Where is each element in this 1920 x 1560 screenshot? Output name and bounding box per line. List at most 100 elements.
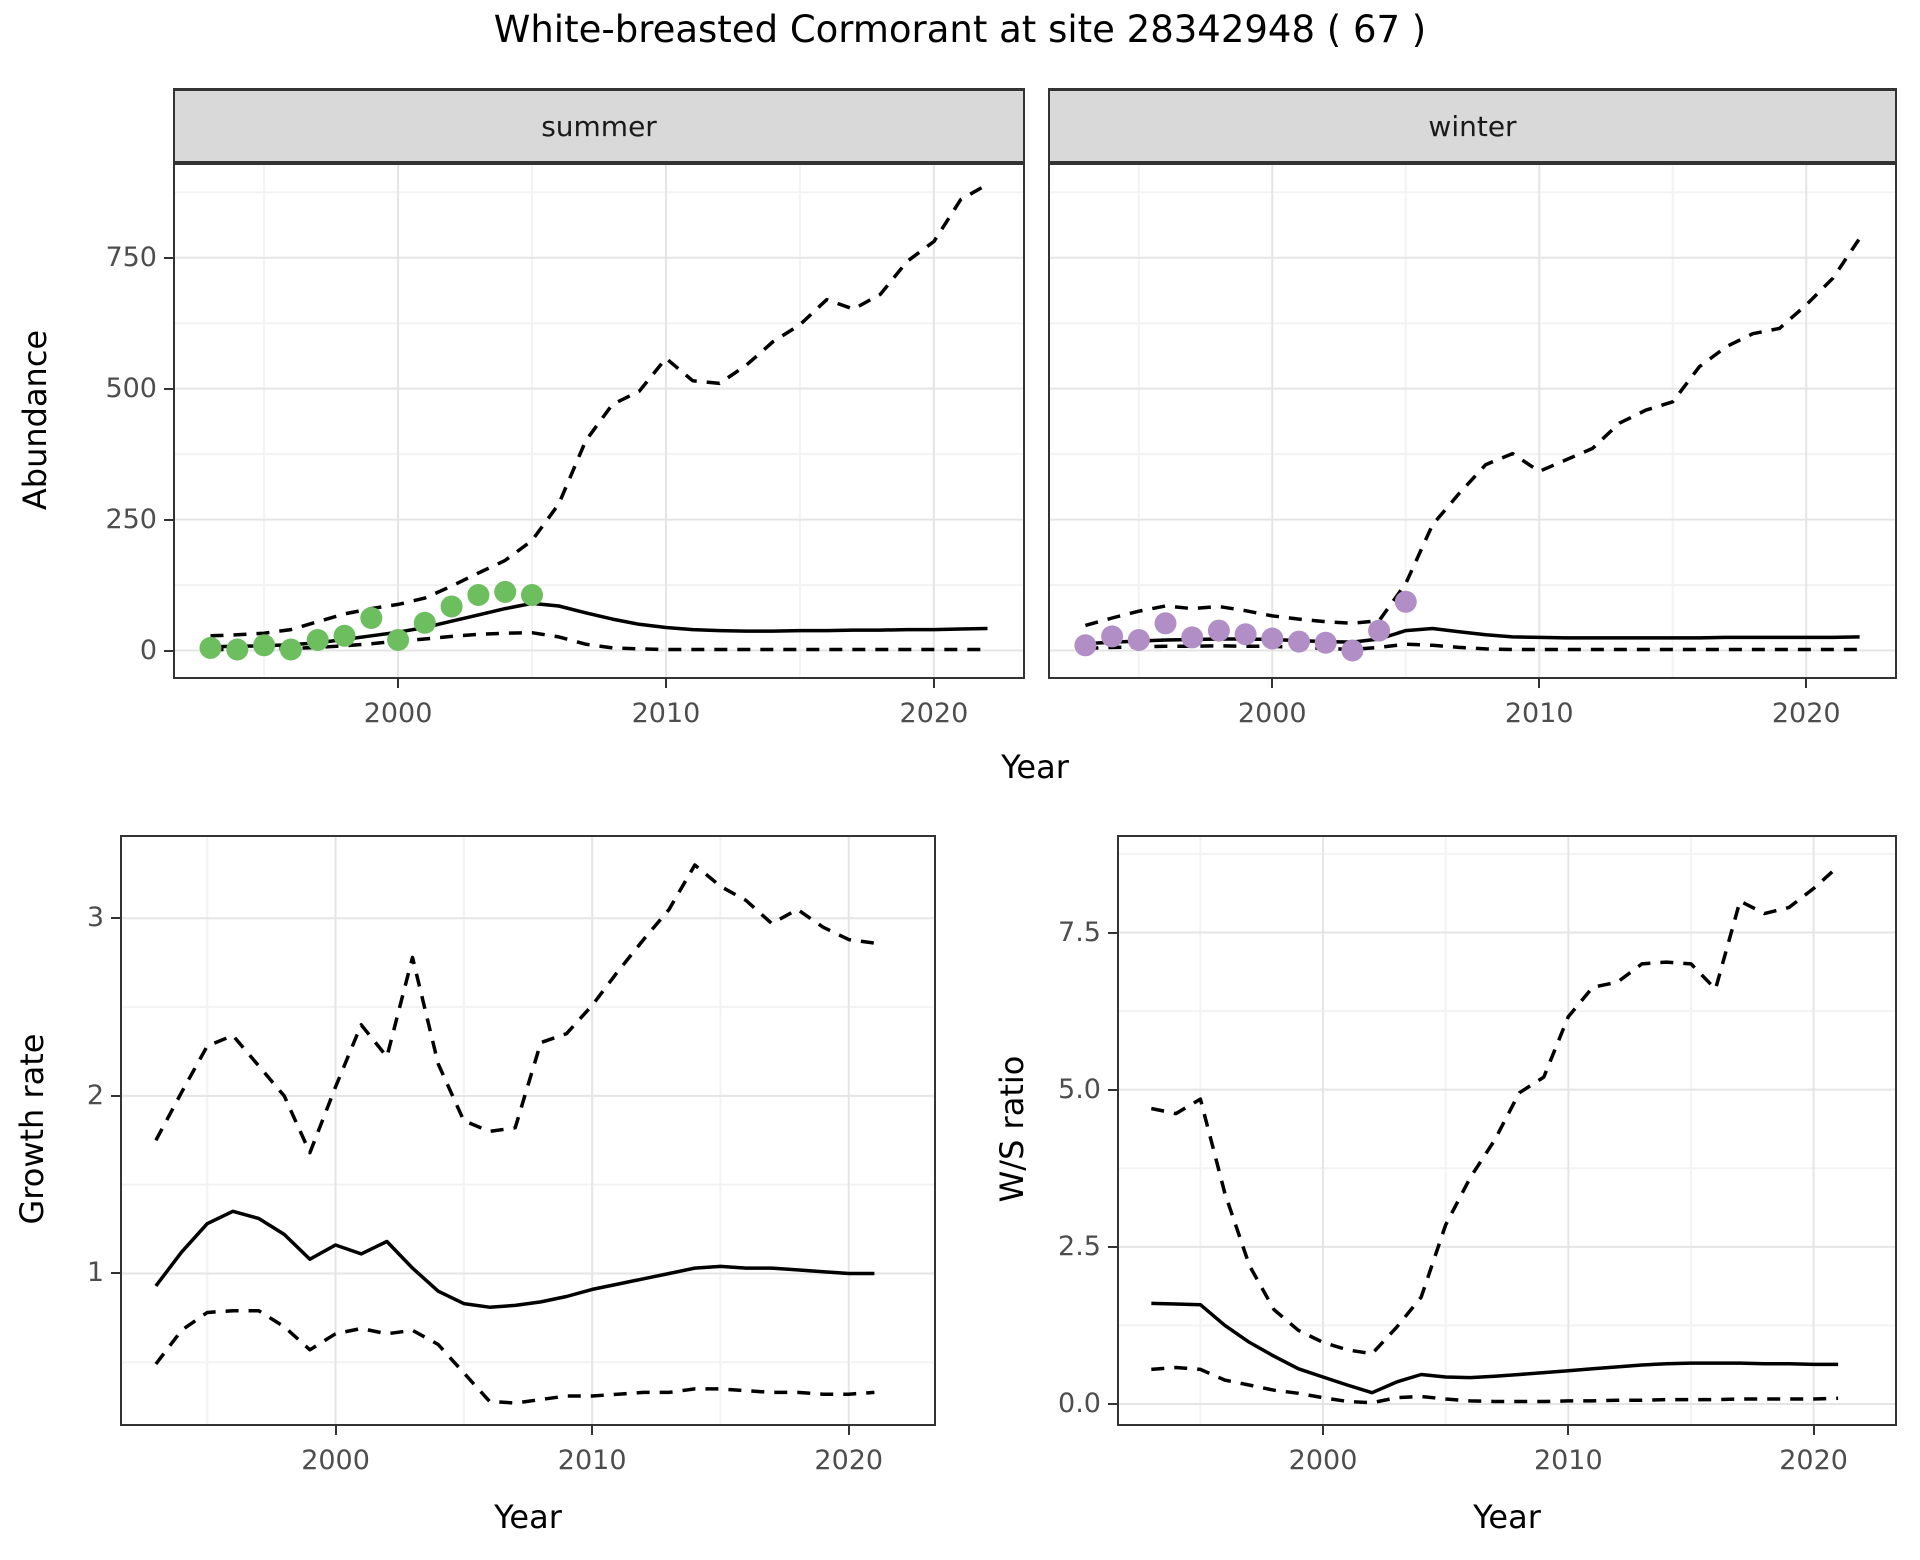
- abundance-winter-observed-point: [1127, 629, 1150, 651]
- x-tick-mark: [1805, 679, 1808, 688]
- abundance-summer-observed-point: [521, 584, 543, 606]
- panel-border: [173, 163, 1025, 679]
- y-tick-mark: [164, 387, 173, 390]
- growth-rate-plot: [120, 835, 936, 1426]
- y-tick-mark: [164, 518, 173, 521]
- y-tick-mark: [164, 649, 173, 652]
- x-tick-mark: [1271, 679, 1274, 688]
- panel-border: [120, 835, 936, 1426]
- x-tick-label: 2010: [631, 698, 701, 729]
- abundance-axis-title: Abundance: [16, 329, 54, 511]
- abundance-summer-lower_ci-line: [210, 630, 988, 652]
- x-tick-label: 2010: [1533, 1445, 1603, 1476]
- year-axis-title-top: Year: [1001, 748, 1069, 786]
- abundance-winter-observed-point: [1101, 625, 1124, 648]
- y-tick-label: 2: [86, 1079, 104, 1111]
- x-tick-mark: [397, 679, 400, 688]
- y-tick-mark: [111, 917, 120, 920]
- x-tick-mark: [334, 1426, 337, 1435]
- y-tick-label: 1: [86, 1257, 104, 1289]
- y-tick-mark: [111, 1272, 120, 1275]
- x-tick-mark: [932, 679, 935, 688]
- y-tick-mark: [164, 256, 173, 259]
- ws-ratio-plot: [1117, 835, 1897, 1426]
- abundance-winter-observed-point: [1261, 627, 1284, 650]
- abundance-winter-observed-point: [1181, 626, 1204, 649]
- abundance-summer-observed-point: [494, 580, 517, 603]
- abundance-summer-observed-point: [413, 611, 436, 634]
- panel-abundance-summer: [173, 163, 1025, 679]
- x-tick-label: 2000: [301, 1445, 370, 1476]
- x-tick-label: 2000: [363, 698, 433, 729]
- abundance-winter-plot: [1048, 163, 1897, 679]
- abundance-summer-observed-point: [253, 634, 276, 657]
- abundance-winter-observed-point: [1394, 590, 1417, 613]
- year-axis-title-bottom-right: Year: [1473, 1498, 1541, 1536]
- x-tick-mark: [1567, 1426, 1570, 1435]
- facet-strip-winter: winter: [1048, 88, 1897, 163]
- abundance-summer-plot: [173, 163, 1025, 679]
- abundance-winter-observed-point: [1154, 612, 1177, 635]
- y-tick-label: 5.0: [1058, 1073, 1101, 1105]
- growth-rate-fit-line: [154, 1209, 875, 1309]
- x-tick-label: 2010: [1504, 698, 1574, 729]
- y-tick-label: 500: [105, 372, 157, 404]
- abundance-summer-observed-point: [306, 629, 329, 651]
- abundance-winter-observed-point: [1234, 623, 1257, 646]
- abundance-summer-observed-point: [467, 584, 490, 606]
- panel-border: [1117, 835, 1897, 1426]
- abundance-summer-observed-point: [226, 638, 249, 661]
- facet-strip-winter-label: winter: [1428, 109, 1517, 143]
- x-tick-label: 2020: [1779, 1445, 1848, 1476]
- facet-strip-summer: summer: [173, 88, 1025, 163]
- abundance-winter-lower_ci-line: [1085, 642, 1860, 652]
- x-tick-mark: [591, 1426, 594, 1435]
- x-tick-mark: [847, 1426, 850, 1435]
- x-tick-label: 2020: [1771, 698, 1841, 729]
- y-tick-label: 0: [139, 634, 157, 666]
- y-tick-mark: [1108, 1088, 1117, 1091]
- y-tick-mark: [111, 1094, 120, 1097]
- y-tick-label: 2.5: [1058, 1230, 1101, 1262]
- panel-border: [1048, 163, 1897, 679]
- facet-strip-summer-label: summer: [541, 109, 657, 143]
- y-tick-label: 7.5: [1058, 916, 1101, 948]
- abundance-summer-observed-point: [279, 638, 302, 661]
- y-tick-label: 750: [105, 241, 157, 273]
- y-tick-label: 250: [105, 503, 157, 535]
- growth-rate-lower_ci-line: [154, 1308, 875, 1405]
- x-tick-label: 2020: [814, 1445, 884, 1476]
- year-axis-title-bottom-left: Year: [494, 1498, 562, 1536]
- ws-ratio-upper_ci-line: [1150, 865, 1840, 1356]
- ws-ratio-fit-line: [1151, 1301, 1839, 1395]
- abundance-winter-observed-point: [1314, 631, 1337, 654]
- abundance-winter-observed-point: [1074, 634, 1097, 657]
- abundance-winter-observed-point: [1288, 630, 1310, 653]
- ws-ratio-lower_ci-line: [1151, 1365, 1839, 1405]
- x-tick-mark: [1538, 679, 1541, 688]
- y-tick-label: 3: [86, 902, 104, 934]
- y-tick-mark: [1108, 1402, 1117, 1405]
- abundance-summer-upper_ci-line: [210, 182, 989, 638]
- abundance-summer-observed-point: [387, 629, 410, 651]
- chart-title: White-breasted Cormorant at site 2834294…: [493, 8, 1427, 51]
- abundance-winter-observed-point: [1207, 619, 1230, 642]
- abundance-summer-observed-point: [333, 624, 356, 647]
- growth-rate-upper_ci-line: [154, 863, 875, 1155]
- y-tick-mark: [1108, 1245, 1117, 1248]
- panel-ws-ratio: [1117, 835, 1897, 1426]
- x-tick-mark: [1322, 1426, 1325, 1435]
- abundance-winter-observed-point: [1368, 619, 1391, 642]
- x-tick-mark: [1812, 1426, 1815, 1435]
- y-tick-mark: [1108, 931, 1117, 934]
- x-tick-label: 2020: [899, 698, 969, 729]
- abundance-winter-observed-point: [1341, 639, 1364, 662]
- x-tick-label: 2010: [557, 1445, 627, 1476]
- panel-growth-rate: [120, 835, 936, 1426]
- abundance-summer-observed-point: [199, 636, 222, 659]
- x-tick-label: 2000: [1237, 698, 1307, 729]
- x-tick-label: 2000: [1288, 1445, 1358, 1476]
- abundance-summer-observed-point: [440, 595, 463, 618]
- panel-abundance-winter: [1048, 163, 1897, 679]
